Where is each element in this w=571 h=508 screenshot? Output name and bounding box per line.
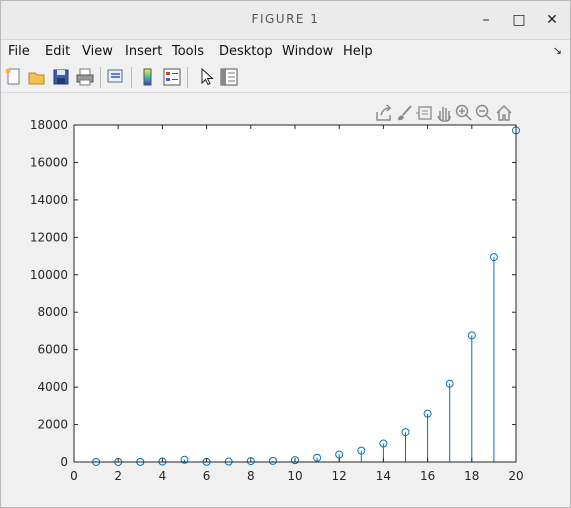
new-figure-icon[interactable] <box>4 67 24 87</box>
export-icon[interactable] <box>375 104 393 122</box>
zoom-out-icon[interactable] <box>475 104 493 122</box>
menu-window[interactable]: Window <box>282 44 334 59</box>
toolbar-separator <box>100 67 101 88</box>
print-icon[interactable] <box>75 67 95 87</box>
menu-view[interactable]: View <box>82 44 113 59</box>
axes-toolbar <box>375 104 515 124</box>
menu-tools[interactable]: Tools <box>172 44 205 59</box>
insert-colorbar-icon[interactable] <box>138 67 158 87</box>
menu-bar: File Edit View Insert Tools Desktop Wind… <box>1 40 570 63</box>
edit-plot-icon[interactable] <box>196 67 216 87</box>
link-plot-icon[interactable] <box>106 67 126 87</box>
figure-toolbar <box>1 63 570 93</box>
brush-icon[interactable] <box>395 104 413 122</box>
close-icon[interactable]: ✕ <box>546 12 558 28</box>
title-bar: FIGURE 1 – □ ✕ <box>1 1 570 40</box>
save-icon[interactable] <box>51 67 71 87</box>
menu-insert[interactable]: Insert <box>125 44 163 59</box>
pan-icon[interactable] <box>435 104 453 122</box>
dock-arrow-icon[interactable]: ↘ <box>552 44 562 57</box>
maximize-icon[interactable]: □ <box>512 12 526 28</box>
menu-help[interactable]: Help <box>343 44 373 59</box>
toolbar-separator <box>187 67 188 88</box>
zoom-in-icon[interactable] <box>455 104 473 122</box>
open-file-icon[interactable] <box>27 67 47 87</box>
menu-desktop[interactable]: Desktop <box>219 44 273 59</box>
toolbar-separator <box>131 67 132 88</box>
data-tips-icon[interactable] <box>415 104 433 122</box>
menu-file[interactable]: File <box>8 44 30 59</box>
window-title: FIGURE 1 <box>251 12 320 26</box>
minimize-icon[interactable]: – <box>482 12 490 28</box>
insert-legend-icon[interactable] <box>162 67 182 87</box>
home-icon[interactable] <box>495 104 513 122</box>
menu-edit[interactable]: Edit <box>45 44 71 59</box>
property-inspector-icon[interactable] <box>219 67 239 87</box>
